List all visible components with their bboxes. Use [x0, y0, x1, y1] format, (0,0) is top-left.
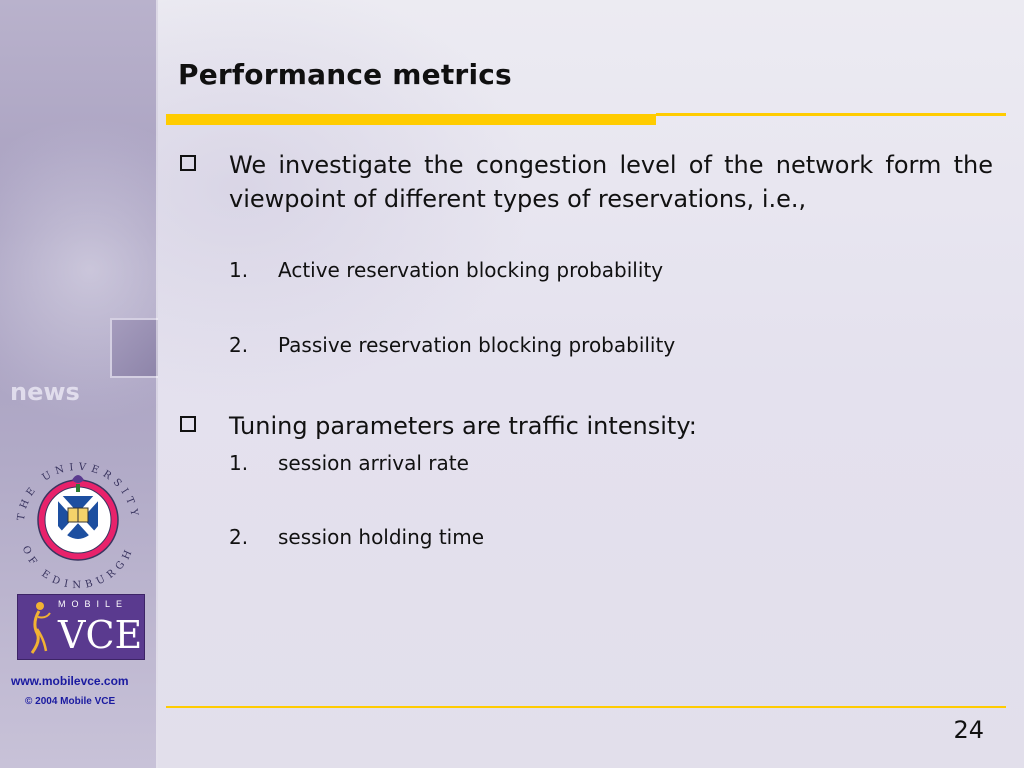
- item-text: Passive reservation blocking probability: [278, 333, 676, 357]
- logo-mobile-text: MOBILE: [58, 599, 129, 609]
- item-text: Active reservation blocking probability: [278, 258, 664, 282]
- item-text: session holding time: [278, 525, 485, 549]
- numbered-item: 1. session arrival rate: [229, 451, 469, 475]
- footer-rule: [166, 706, 1006, 708]
- hollow-square-icon: [180, 416, 196, 432]
- page-number: 24: [953, 716, 984, 744]
- numbered-item: 2. Passive reservation blocking probabili…: [229, 333, 675, 357]
- hollow-square-icon: [180, 155, 196, 171]
- university-seal-logo: THE UNIVERSITY OF EDINBURGH: [16, 462, 135, 592]
- website-link[interactable]: www.mobilevce.com: [11, 674, 129, 688]
- background-watermark: [158, 0, 558, 420]
- bullet-text: We investigate the congestion level of t…: [229, 151, 993, 213]
- logo-vce-text: VCE: [58, 613, 143, 657]
- sidebar-edge: [156, 0, 158, 768]
- item-number: 1.: [229, 451, 249, 475]
- title-underline-thin: [656, 113, 1006, 116]
- runner-figure-icon: [30, 602, 51, 654]
- item-number: 2.: [229, 525, 249, 549]
- copyright-text: © 2004 Mobile VCE: [25, 696, 116, 707]
- numbered-item: 1. Active reservation blocking probabilit…: [229, 258, 663, 282]
- item-number: 1.: [229, 258, 249, 282]
- mobile-vce-logo: MOBILE VCE: [17, 594, 145, 660]
- sidebar-decor-text: news: [10, 378, 80, 406]
- item-text: session arrival rate: [278, 451, 469, 475]
- bullet-text: Tuning parameters are traffic intensity:: [229, 412, 697, 440]
- slide-title: Performance metrics: [178, 58, 512, 91]
- sidebar-photo-thumbnail: [110, 318, 158, 378]
- item-number: 2.: [229, 333, 249, 357]
- numbered-item: 2. session holding time: [229, 525, 484, 549]
- title-underline-thick: [166, 114, 656, 125]
